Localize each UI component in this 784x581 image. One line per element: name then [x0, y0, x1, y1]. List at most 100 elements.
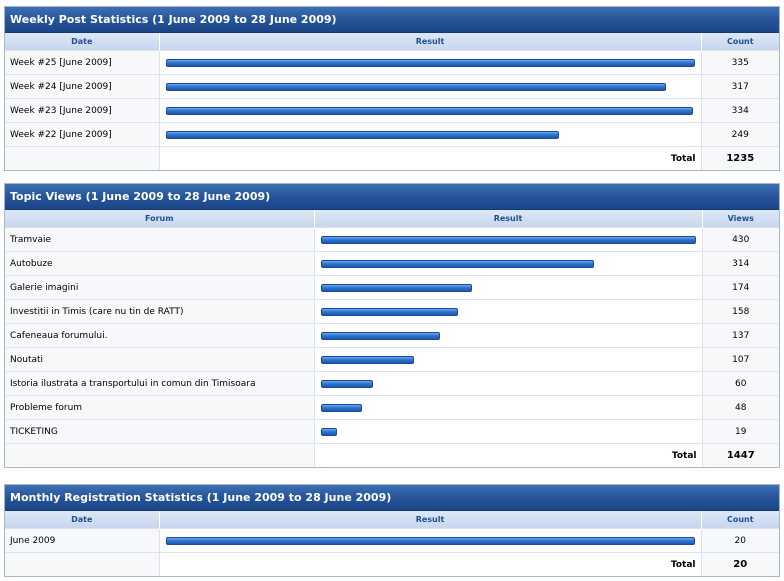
- result-bar: [320, 259, 595, 268]
- row-label[interactable]: Tramvaie: [5, 227, 315, 252]
- topic-views-table: Forum Result Views Tramvaie 430 Autobuze 31…: [5, 210, 779, 467]
- table-row: Istoria ilustrata a transportului in com…: [5, 371, 779, 396]
- row-count: 48: [702, 395, 779, 420]
- column-header-count[interactable]: Count: [701, 511, 779, 529]
- result-bar: [320, 331, 440, 340]
- table-row: Week #24 [June 2009] 317: [5, 74, 779, 99]
- table-row: Probleme forum 48: [5, 395, 779, 420]
- weekly-post-statistics-title: Weekly Post Statistics (1 June 2009 to 2…: [5, 7, 779, 33]
- result-bar: [165, 106, 693, 115]
- total-value: 1447: [702, 443, 779, 467]
- result-bar: [165, 82, 667, 91]
- result-cell: [314, 419, 703, 444]
- table-row: June 2009 20: [5, 528, 779, 553]
- row-label[interactable]: Autobuze: [5, 251, 315, 276]
- row-label[interactable]: Istoria ilustrata a transportului in com…: [5, 371, 315, 396]
- total-row: Total 20: [5, 552, 779, 576]
- row-label: Week #22 [June 2009]: [5, 122, 160, 147]
- result-bar: [165, 58, 695, 67]
- row-label[interactable]: Noutati: [5, 347, 315, 372]
- total-label: Total: [159, 146, 702, 170]
- total-row: Total 1235: [5, 146, 779, 170]
- row-label: Week #23 [June 2009]: [5, 98, 160, 123]
- result-cell: [314, 275, 703, 300]
- column-header-result: Result: [314, 210, 703, 228]
- result-bar: [320, 235, 696, 244]
- result-cell: [314, 347, 703, 372]
- total-label: Total: [314, 443, 703, 467]
- result-cell: [159, 50, 702, 75]
- total-spacer: [5, 552, 160, 576]
- result-cell: [314, 371, 703, 396]
- monthly-registration-title: Monthly Registration Statistics (1 June …: [5, 485, 779, 511]
- result-cell: [159, 528, 702, 553]
- row-label: Week #24 [June 2009]: [5, 74, 160, 99]
- row-label: June 2009: [5, 528, 160, 553]
- column-header-date[interactable]: Date: [5, 33, 160, 51]
- result-cell: [159, 74, 702, 99]
- row-count: 19: [702, 419, 779, 444]
- result-cell: [314, 323, 703, 348]
- result-cell: [314, 299, 703, 324]
- row-count: 335: [701, 50, 779, 75]
- table-row: Noutati 107: [5, 347, 779, 372]
- table-row: TICKETING 19: [5, 419, 779, 444]
- column-header-count[interactable]: Count: [701, 33, 779, 51]
- weekly-post-statistics-panel: Weekly Post Statistics (1 June 2009 to 2…: [4, 6, 780, 171]
- row-count: 20: [701, 528, 779, 553]
- row-label[interactable]: TICKETING: [5, 419, 315, 444]
- column-header-forum[interactable]: Forum: [5, 210, 315, 228]
- total-label: Total: [159, 552, 702, 576]
- row-label[interactable]: Galerie imagini: [5, 275, 315, 300]
- total-value: 1235: [701, 146, 779, 170]
- row-count: 107: [702, 347, 779, 372]
- result-bar: [165, 536, 695, 545]
- table-row: Galerie imagini 174: [5, 275, 779, 300]
- result-bar: [320, 283, 473, 292]
- row-label: Week #25 [June 2009]: [5, 50, 160, 75]
- row-count: 249: [701, 122, 779, 147]
- row-count: 314: [702, 251, 779, 276]
- result-bar: [320, 307, 459, 316]
- topic-views-panel: Topic Views (1 June 2009 to 28 June 2009…: [4, 183, 780, 468]
- row-label[interactable]: Cafeneaua forumului.: [5, 323, 315, 348]
- table-row: Week #22 [June 2009] 249: [5, 122, 779, 147]
- table-row: Autobuze 314: [5, 251, 779, 276]
- result-cell: [314, 227, 703, 252]
- result-cell: [159, 98, 702, 123]
- row-label[interactable]: Investitii in Timis (care nu tin de RATT…: [5, 299, 315, 324]
- column-header-result: Result: [159, 511, 702, 529]
- row-label[interactable]: Probleme forum: [5, 395, 315, 420]
- row-count: 158: [702, 299, 779, 324]
- row-count: 174: [702, 275, 779, 300]
- weekly-post-statistics-table: Date Result Count Week #25 [June 2009] 33…: [5, 33, 779, 170]
- table-row: Week #23 [June 2009] 334: [5, 98, 779, 123]
- topic-views-title: Topic Views (1 June 2009 to 28 June 2009…: [5, 184, 779, 210]
- total-row: Total 1447: [5, 443, 779, 467]
- result-cell: [314, 395, 703, 420]
- total-spacer: [5, 146, 160, 170]
- column-header-views[interactable]: Views: [702, 210, 779, 228]
- row-count: 430: [702, 227, 779, 252]
- row-count: 334: [701, 98, 779, 123]
- result-bar: [165, 130, 559, 139]
- table-row: Investitii in Timis (care nu tin de RATT…: [5, 299, 779, 324]
- table-row: Week #25 [June 2009] 335: [5, 50, 779, 75]
- row-count: 317: [701, 74, 779, 99]
- column-header-date[interactable]: Date: [5, 511, 160, 529]
- result-bar: [320, 355, 414, 364]
- result-bar: [320, 427, 338, 436]
- result-bar: [320, 379, 373, 388]
- result-cell: [314, 251, 703, 276]
- result-cell: [159, 122, 702, 147]
- row-count: 60: [702, 371, 779, 396]
- table-row: Cafeneaua forumului. 137: [5, 323, 779, 348]
- column-header-result: Result: [159, 33, 702, 51]
- monthly-registration-table: Date Result Count June 2009 20 Total 20: [5, 511, 779, 576]
- row-count: 137: [702, 323, 779, 348]
- total-value: 20: [701, 552, 779, 576]
- table-row: Tramvaie 430: [5, 227, 779, 252]
- monthly-registration-panel: Monthly Registration Statistics (1 June …: [4, 484, 780, 577]
- result-bar: [320, 403, 363, 412]
- total-spacer: [5, 443, 315, 467]
